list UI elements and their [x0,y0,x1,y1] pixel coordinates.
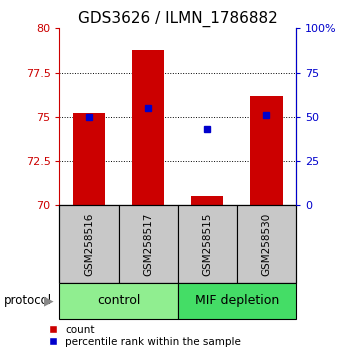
Text: GSM258517: GSM258517 [143,212,153,276]
Bar [119,205,177,283]
Bar [237,205,296,283]
Text: GSM258516: GSM258516 [84,212,94,276]
Title: GDS3626 / ILMN_1786882: GDS3626 / ILMN_1786882 [78,11,277,27]
Bar [59,283,177,319]
Legend: count, percentile rank within the sample: count, percentile rank within the sample [49,325,241,347]
Bar [177,283,296,319]
Bar [73,113,105,205]
Text: ▶: ▶ [44,295,54,307]
Bar [59,205,119,283]
Text: control: control [97,295,140,307]
Bar [250,96,283,205]
Text: GSM258530: GSM258530 [261,213,271,276]
Bar [191,196,223,205]
Bar [177,205,237,283]
Text: protocol: protocol [3,295,52,307]
Bar [132,50,164,205]
Text: GSM258515: GSM258515 [202,212,212,276]
Text: MIF depletion: MIF depletion [194,295,279,307]
